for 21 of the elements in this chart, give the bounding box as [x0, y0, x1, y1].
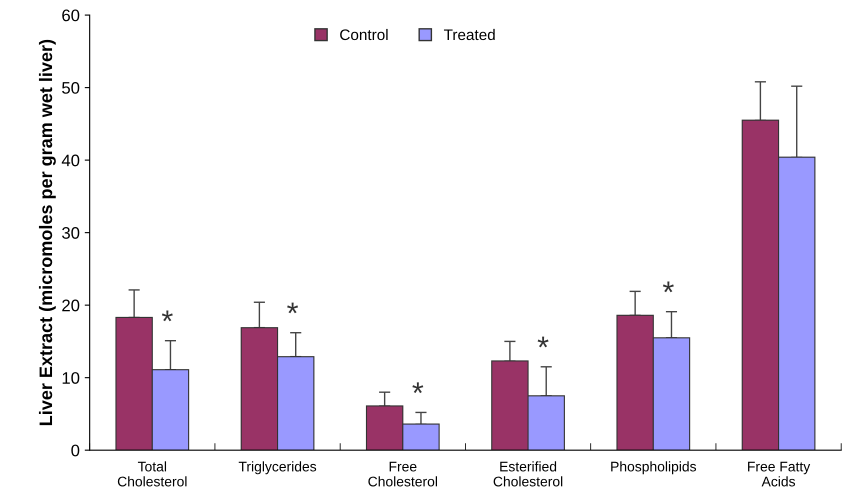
y-tick-label: 60 [62, 9, 80, 22]
y-tick-label: 0 [71, 444, 80, 456]
legend-label: Control [340, 28, 388, 40]
x-tick-label: Free Fatty Acids [748, 462, 810, 486]
x-tick-label: Free Cholesterol [368, 462, 438, 486]
annotation: * [287, 302, 298, 314]
x-tick-label: Phospholipids [611, 461, 696, 474]
y-axis-title: Liver Extract (micromoles per gram wet liver) [38, 40, 56, 426]
annotation: * [662, 282, 674, 292]
annotation: * [162, 310, 173, 322]
y-tick-label: 40 [62, 154, 80, 166]
y-tick-label: 20 [62, 300, 80, 312]
y-tick-label: 50 [62, 82, 80, 94]
x-tick-label: Esterified Cholesterol [494, 461, 562, 486]
y-tick-label: 10 [62, 372, 80, 384]
x-tick-label: Total Cholesterol [118, 461, 186, 486]
legend-label: Treated [444, 28, 495, 40]
annotation: * [412, 382, 424, 394]
y-tick-label: 30 [62, 227, 80, 239]
annotation: * [538, 336, 549, 348]
x-tick-label: Triglycerides [238, 461, 316, 474]
